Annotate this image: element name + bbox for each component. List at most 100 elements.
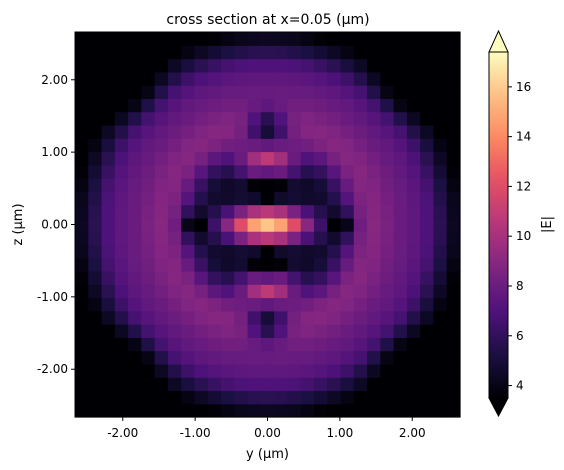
heatmap-cell (221, 45, 235, 60)
heatmap-cell (287, 71, 302, 86)
heatmap-cell (446, 270, 461, 285)
heatmap-cell (446, 151, 461, 166)
heatmap-cell (313, 231, 328, 246)
heatmap-cell (75, 310, 89, 325)
heatmap-cell (380, 270, 395, 285)
heatmap-cell (393, 257, 408, 272)
heatmap-cell (340, 217, 355, 232)
heatmap-cell (313, 270, 328, 285)
heatmap-cell (340, 111, 355, 126)
heatmap-cell (393, 58, 408, 73)
heatmap-cell (420, 217, 435, 232)
heatmap-cell (234, 324, 249, 338)
heatmap-cell (287, 377, 302, 392)
heatmap-cell (446, 403, 461, 418)
heatmap-cell (287, 231, 302, 246)
heatmap-cell (207, 337, 222, 352)
heatmap-cell (234, 111, 249, 126)
heatmap-cell (181, 350, 196, 365)
heatmap-cell (300, 377, 315, 392)
heatmap-cell (221, 390, 235, 405)
heatmap-cell (433, 138, 448, 153)
heatmap-cell (420, 71, 435, 86)
heatmap-cell (114, 151, 129, 166)
heatmap-cell (313, 45, 328, 60)
heatmap-cell (446, 111, 461, 126)
heatmap-cell (221, 178, 235, 192)
heatmap-cell (260, 204, 275, 219)
heatmap-cell (380, 124, 395, 139)
heatmap-cell (75, 363, 89, 378)
heatmap-cell (181, 191, 196, 206)
heatmap-cell (141, 32, 156, 46)
heatmap-cell (353, 231, 368, 246)
heatmap-cell (300, 310, 315, 325)
heatmap-cell (340, 350, 355, 365)
heatmap-cell (75, 178, 89, 192)
heatmap-cell (446, 297, 461, 312)
heatmap-cell (353, 45, 368, 60)
heatmap-cell (88, 164, 103, 179)
heatmap-cell (380, 403, 395, 418)
heatmap-cell (313, 32, 328, 46)
heatmap-cell (114, 164, 129, 179)
heatmap-cell (167, 297, 182, 312)
heatmap-cell (340, 58, 355, 73)
heatmap-cell (167, 111, 182, 126)
x-tick-label: 2.00 (399, 426, 426, 440)
heatmap-cell (141, 390, 156, 405)
heatmap-cell (75, 111, 89, 126)
heatmap-cell (260, 85, 275, 99)
heatmap-cell (207, 244, 222, 259)
heatmap-cell (221, 324, 235, 338)
heatmap-cell (287, 111, 302, 126)
heatmap-cell (194, 297, 209, 312)
heatmap-cell (75, 390, 89, 405)
heatmap-cell (128, 310, 142, 325)
heatmap-cell (260, 363, 275, 378)
heatmap-cell (327, 403, 342, 418)
heatmap-cell (128, 297, 142, 312)
heatmap-cell (114, 350, 129, 365)
heatmap-cell (194, 85, 209, 99)
heatmap-cell (194, 377, 209, 392)
heatmap-cell (433, 310, 448, 325)
heatmap-cell (154, 98, 169, 113)
heatmap-cell (167, 191, 182, 206)
heatmap-cell (75, 58, 89, 73)
heatmap-cell (274, 244, 289, 259)
heatmap-cell (367, 324, 381, 338)
heatmap-cell (88, 350, 103, 365)
heatmap-cell (406, 58, 421, 73)
heatmap-cell (234, 45, 249, 60)
heatmap-cell (181, 363, 196, 378)
heatmap-cell (221, 85, 235, 99)
heatmap-cell (88, 58, 103, 73)
heatmap-cell (380, 98, 395, 113)
heatmap-cell (128, 45, 142, 60)
heatmap-cell (167, 85, 182, 99)
heatmap-cell (433, 164, 448, 179)
heatmap-cell (327, 257, 342, 272)
heatmap-cell (433, 244, 448, 259)
heatmap-cell (420, 363, 435, 378)
heatmap-cell (446, 217, 461, 232)
heatmap-cell (287, 217, 302, 232)
heatmap-cell (446, 377, 461, 392)
heatmap-cell (380, 350, 395, 365)
heatmap-cell (128, 244, 142, 259)
heatmap-cell (393, 310, 408, 325)
heatmap-cell (247, 164, 262, 179)
heatmap-cell (300, 178, 315, 192)
heatmap-cell (393, 403, 408, 418)
heatmap-cell (446, 231, 461, 246)
colorbar-tick-label: 4 (516, 379, 524, 393)
heatmap-cell (75, 297, 89, 312)
heatmap-cell (181, 403, 196, 418)
heatmap-cell (234, 244, 249, 259)
heatmap-cell (353, 390, 368, 405)
x-tick-label: 0.00 (254, 426, 281, 440)
heatmap-cell (75, 324, 89, 338)
heatmap-cell (367, 363, 381, 378)
heatmap-cell (287, 284, 302, 299)
